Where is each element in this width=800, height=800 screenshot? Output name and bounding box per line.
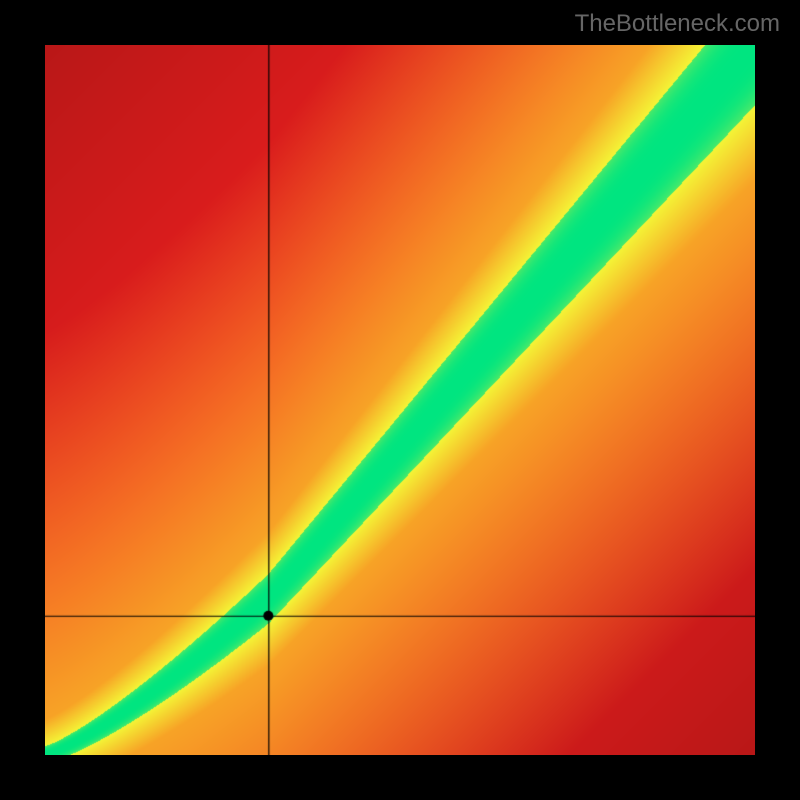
chart-container: TheBottleneck.com bbox=[0, 0, 800, 800]
plot-area bbox=[45, 45, 755, 755]
watermark-text: TheBottleneck.com bbox=[575, 10, 780, 38]
bottleneck-heatmap bbox=[45, 45, 755, 755]
